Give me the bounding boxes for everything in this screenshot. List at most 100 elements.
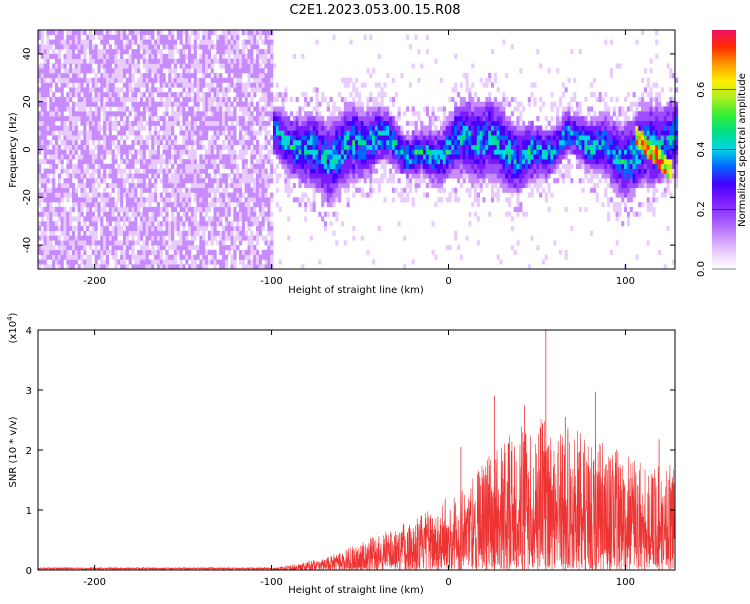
heatmap-cell [60,101,64,107]
heatmap-cell [114,58,118,64]
heatmap-cell [40,173,44,179]
heatmap-cell [323,197,328,203]
heatmap-cell [428,163,432,169]
heatmap-cell [244,63,248,69]
heatmap-cell [145,58,149,64]
heatmap-cell [499,139,503,146]
heatmap-cell [199,264,203,270]
heatmap-cell [202,197,206,203]
heatmap-cell [60,259,64,265]
heatmap-cell [60,120,64,126]
heatmap-cell [343,154,347,160]
heatmap-cell [165,163,169,169]
heatmap-cell [202,202,206,208]
heatmap-cell [125,116,129,122]
heatmap-cell [227,182,231,189]
heatmap-cell [154,106,158,112]
heatmap-cell [519,101,523,107]
heatmap-cell [445,245,449,251]
heatmap-cell [114,216,118,222]
heatmap-cell [318,173,322,179]
heatmap-cell [352,235,356,241]
heatmap-cell [332,163,336,169]
heatmap-cell [128,68,132,74]
heatmap-cell [519,159,523,165]
heatmap-cell [516,178,520,184]
heatmap-cell [440,154,444,160]
heatmap-cell [176,144,180,150]
heatmap-cell [244,159,248,165]
heatmap-cell [171,245,175,251]
heatmap-cell [272,111,277,117]
heatmap-cell [154,53,158,59]
heatmap-cell [391,187,396,193]
heatmap-cell [43,44,47,50]
heatmap-cell [190,82,195,88]
heatmap-cell [369,135,373,141]
heatmap-cell [94,159,98,165]
heatmap-cell [156,120,161,126]
heatmap-cell [105,249,110,255]
heatmap-cell [247,39,251,45]
heatmap-cell [227,173,231,179]
heatmap-cell [270,159,274,165]
heatmap-cell [196,82,200,88]
heatmap-cell [278,116,282,122]
heatmap-cell [60,264,64,270]
heatmap-cell [38,144,42,150]
heatmap-cell [295,139,299,146]
heatmap-cell [156,211,161,217]
heatmap-cell [258,120,262,126]
heatmap-cell [454,230,458,236]
heatmap-cell [479,101,483,107]
heatmap-cell [49,192,53,198]
heatmap-cell [326,144,330,150]
heatmap-cell [77,73,81,79]
heatmap-cell [60,96,64,102]
heatmap-cell [224,106,228,112]
heatmap-cell [423,130,427,136]
heatmap-cell [451,168,455,174]
heatmap-cell [74,149,78,155]
heatmap-cell [264,192,268,198]
heatmap-cell [239,63,243,69]
heatmap-cell [151,34,155,40]
heatmap-cell [304,173,308,179]
heatmap-cell [434,139,438,146]
heatmap-cell [86,149,90,155]
heatmap-cell [66,235,70,241]
heatmap-cell [224,159,228,165]
heatmap-cell [233,211,237,217]
heatmap-cell [239,87,243,93]
heatmap-cell [411,202,415,208]
heatmap-cell [100,39,104,45]
heatmap-cell [247,178,251,184]
heatmap-cell [346,111,350,117]
heatmap-cell [256,120,260,126]
heatmap-cell [366,159,370,165]
heatmap-cell [71,106,76,112]
heatmap-cell [97,87,101,93]
heatmap-cell [108,58,112,64]
heatmap-cell [83,144,87,150]
heatmap-cell [239,259,243,265]
heatmap-cell [258,168,262,174]
heatmap-cell [440,168,444,174]
heatmap-cell [142,44,146,50]
heatmap-cell [502,154,506,160]
heatmap-cell [323,168,328,174]
heatmap-cell [459,173,463,179]
heatmap-cell [295,168,299,174]
heatmap-cell [289,149,294,155]
heatmap-cell [131,34,135,40]
heatmap-cell [49,178,53,184]
heatmap-cell [94,249,98,255]
heatmap-cell [137,120,141,126]
heatmap-cell [88,230,93,236]
heatmap-cell [236,168,240,174]
heatmap-cell [289,163,294,169]
heatmap-cell [295,154,299,160]
heatmap-cell [312,149,316,155]
heatmap-cell [488,96,492,102]
heatmap-cell [239,225,243,232]
